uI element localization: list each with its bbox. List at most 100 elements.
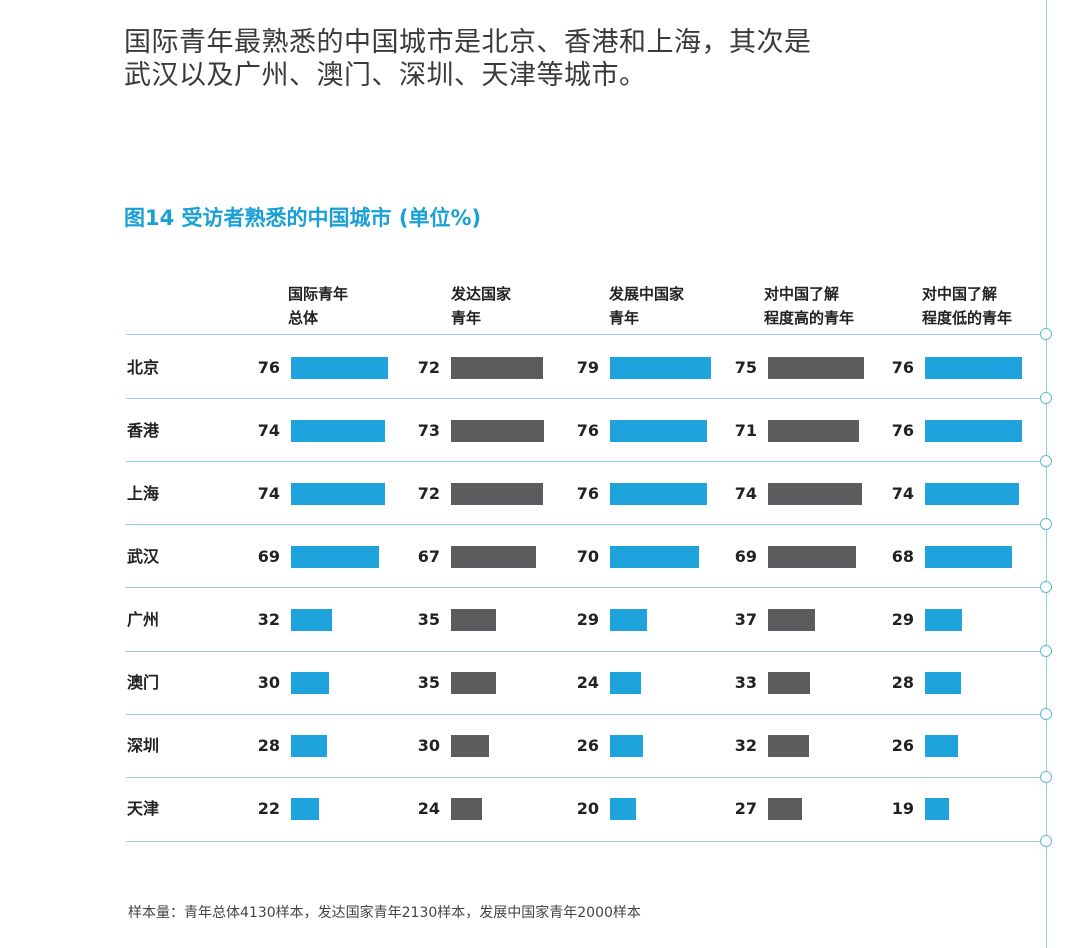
divider-circle-marker (1040, 581, 1052, 593)
bar (768, 483, 862, 505)
column-header-line: 发展中国家 (609, 285, 685, 303)
city-label: 上海 (127, 484, 160, 503)
column-header-2: 发达国家 青年 (451, 282, 511, 330)
intro-line-1: 国际青年最熟悉的中国城市是北京、香港和上海，其次是 (124, 27, 812, 58)
bar (925, 735, 958, 757)
row-divider (126, 461, 1046, 462)
column-header-line: 总体 (288, 309, 319, 327)
data-label: 67 (417, 547, 440, 566)
data-label: 74 (734, 484, 757, 503)
bar (925, 798, 949, 820)
data-label: 74 (257, 484, 280, 503)
bar (451, 798, 482, 820)
data-label: 68 (891, 547, 914, 566)
data-label: 70 (576, 547, 599, 566)
data-label: 22 (257, 799, 280, 818)
bar (451, 546, 536, 568)
divider-circle-marker (1040, 392, 1052, 404)
divider-circle-marker (1040, 455, 1052, 467)
data-label: 33 (734, 673, 757, 692)
data-label: 20 (576, 799, 599, 818)
intro-line-2: 武汉以及广州、澳门、深圳、天津等城市。 (124, 60, 647, 91)
row-divider (126, 777, 1046, 778)
sample-size-footnote: 样本量：青年总体4130样本，发达国家青年2130样本，发展中国家青年2000样… (128, 905, 641, 921)
row-divider (126, 334, 1046, 335)
column-header-line: 对中国了解 (764, 285, 840, 303)
bar (291, 609, 332, 631)
data-label: 27 (734, 799, 757, 818)
bar (610, 546, 699, 568)
row-divider (126, 714, 1046, 715)
row-divider (126, 398, 1046, 399)
column-header-4: 对中国了解程度高的青年 (764, 282, 854, 330)
data-label: 26 (576, 736, 599, 755)
bar (610, 735, 643, 757)
data-label: 69 (734, 547, 757, 566)
bar (451, 483, 543, 505)
data-label: 29 (891, 610, 914, 629)
divider-circle-marker (1040, 708, 1052, 720)
divider-circle-marker (1040, 328, 1052, 340)
bar (291, 546, 379, 568)
bar (768, 546, 856, 568)
bar (925, 420, 1022, 442)
data-label: 19 (891, 799, 914, 818)
side-decor-line (1046, 0, 1047, 948)
bar (291, 357, 388, 379)
column-header-line: 程度高的青年 (764, 309, 855, 327)
bar (291, 798, 319, 820)
data-label: 26 (891, 736, 914, 755)
data-label: 35 (417, 673, 440, 692)
data-label: 71 (734, 421, 757, 440)
data-label: 69 (257, 547, 280, 566)
data-label: 76 (257, 358, 280, 377)
data-label: 72 (417, 358, 440, 377)
chart-title: 图14 受访者熟悉的中国城市 (单位%) (124, 206, 482, 230)
data-label: 76 (576, 484, 599, 503)
divider-circle-marker (1040, 518, 1052, 530)
city-label: 天津 (127, 799, 160, 818)
column-header-line: 对中国了解 (922, 285, 998, 303)
data-label: 24 (417, 799, 440, 818)
data-label: 76 (576, 421, 599, 440)
data-label: 28 (891, 673, 914, 692)
bar (451, 672, 496, 694)
data-label: 29 (576, 610, 599, 629)
row-divider (126, 524, 1046, 525)
bar (768, 420, 859, 442)
bar (610, 672, 641, 694)
bar (768, 798, 802, 820)
data-label: 79 (576, 358, 599, 377)
city-label: 澳门 (127, 673, 160, 692)
column-header-5: 对中国了解程度低的青年 (922, 282, 1012, 330)
data-label: 30 (417, 736, 440, 755)
data-label: 30 (257, 673, 280, 692)
data-label: 76 (891, 421, 914, 440)
data-label: 35 (417, 610, 440, 629)
bar (925, 483, 1019, 505)
column-header-line: 青年 (451, 309, 482, 327)
bar (610, 609, 647, 631)
bar (925, 546, 1012, 568)
data-label: 37 (734, 610, 757, 629)
row-divider (126, 587, 1046, 588)
data-label: 72 (417, 484, 440, 503)
bar (925, 357, 1022, 379)
bar (451, 420, 544, 442)
bar (768, 609, 815, 631)
data-label: 74 (891, 484, 914, 503)
city-label: 武汉 (127, 547, 160, 566)
bar (451, 735, 489, 757)
row-divider (126, 841, 1046, 842)
bar (291, 672, 329, 694)
column-header-line: 程度低的青年 (922, 309, 1013, 327)
bar (291, 420, 385, 442)
column-header-1: 国际青年 总体 (288, 282, 348, 330)
bar (925, 672, 961, 694)
bar (610, 357, 711, 379)
bar (610, 798, 636, 820)
row-divider (126, 651, 1046, 652)
column-header-line: 青年 (609, 309, 640, 327)
divider-circle-marker (1040, 835, 1052, 847)
city-label: 北京 (127, 358, 160, 377)
